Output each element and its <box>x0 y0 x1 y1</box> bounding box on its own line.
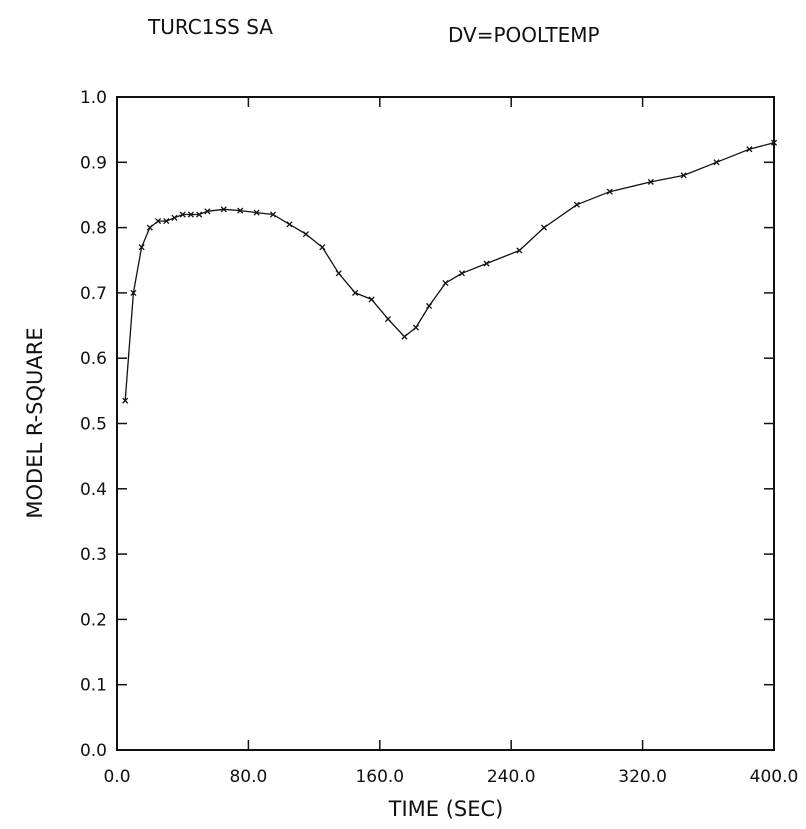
data-point-marker <box>412 324 419 331</box>
data-point-marker <box>253 209 260 216</box>
data-point-marker <box>458 270 465 277</box>
y-axis-ticks: 0.0 0.1 0.2 0.3 0.4 0.5 0.6 0.7 0.8 0.9 1.0 <box>80 88 774 761</box>
y-tick-label: 0.0 <box>80 741 107 761</box>
series-layer <box>122 139 778 404</box>
x-axis-ticks: 0.0 80.0 160.0 240.0 320.0 400.0 <box>103 97 798 787</box>
data-point-marker <box>155 218 162 225</box>
data-point-marker <box>196 211 203 218</box>
data-point-marker <box>220 206 227 213</box>
data-point-marker <box>713 159 720 166</box>
data-point-marker <box>426 302 433 310</box>
plot-frame <box>116 96 775 751</box>
x-tick-label: 0.0 <box>103 767 130 787</box>
data-point-marker <box>319 244 326 251</box>
data-point-marker <box>606 188 613 195</box>
data-point-marker <box>138 244 145 251</box>
data-point-marker <box>384 315 392 323</box>
data-point-marker <box>237 207 244 214</box>
data-point-marker <box>483 260 490 267</box>
y-tick-label: 0.9 <box>80 153 107 173</box>
chart-title-left: TURC1SS SA <box>147 15 273 39</box>
series-line <box>124 142 775 401</box>
x-tick-label: 240.0 <box>487 767 536 787</box>
data-point-marker <box>540 224 548 231</box>
data-point-marker <box>401 333 408 340</box>
y-tick-label: 0.7 <box>80 284 107 304</box>
data-point-marker <box>187 211 194 218</box>
data-point-marker <box>442 280 449 287</box>
x-tick-label: 160.0 <box>355 767 404 787</box>
data-point-marker <box>171 214 178 221</box>
data-point-marker <box>130 289 137 296</box>
data-point-marker <box>647 178 654 185</box>
data-point-marker <box>286 221 293 228</box>
data-point-marker <box>146 224 153 231</box>
y-tick-label: 0.6 <box>80 349 107 369</box>
y-tick-label: 0.5 <box>80 415 107 435</box>
y-tick-label: 0.2 <box>80 610 107 630</box>
x-axis-label: TIME (SEC) <box>388 797 504 821</box>
data-point-marker <box>352 289 359 296</box>
data-point-marker <box>204 208 211 215</box>
data-point-marker <box>368 296 375 303</box>
x-tick-label: 400.0 <box>750 767 799 787</box>
data-point-marker <box>516 247 523 254</box>
data-point-marker <box>770 139 778 146</box>
x-tick-label: 80.0 <box>229 767 267 787</box>
data-point-marker <box>179 211 186 218</box>
y-tick-label: 0.4 <box>80 480 107 500</box>
y-tick-label: 0.8 <box>80 219 107 239</box>
data-point-marker <box>163 218 170 225</box>
chart-title-right: DV=POOLTEMP <box>448 23 600 47</box>
data-point-marker <box>573 201 580 208</box>
data-point-marker <box>269 211 277 218</box>
data-point-marker <box>746 146 753 153</box>
data-point-marker <box>680 172 687 179</box>
data-point-marker <box>335 270 342 277</box>
y-tick-label: 0.3 <box>80 545 107 565</box>
y-tick-label: 1.0 <box>80 88 107 108</box>
data-point-marker <box>122 397 129 404</box>
data-point-marker <box>302 231 309 238</box>
y-tick-label: 0.1 <box>80 676 107 696</box>
y-axis-label: MODEL R-SQUARE <box>23 327 47 518</box>
x-tick-label: 320.0 <box>618 767 667 787</box>
